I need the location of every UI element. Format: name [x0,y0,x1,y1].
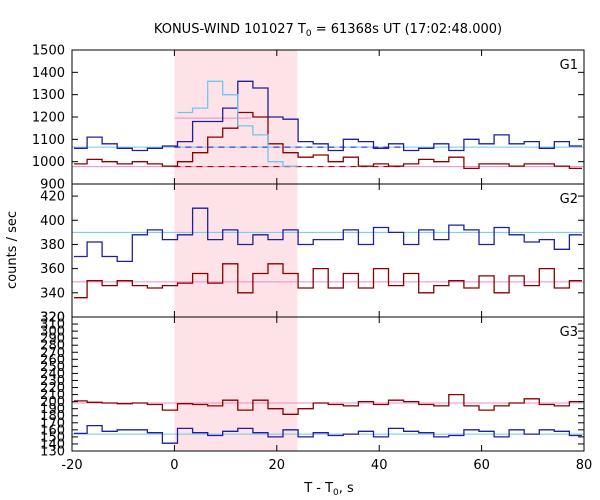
panel-frame-g2 [71,183,585,318]
ytick-label: 310 [40,318,65,333]
ytick-label: 250 [40,360,65,375]
ytick-label: 420 [40,190,65,205]
ytick-label: 240 [40,367,65,382]
ytick-label: 220 [40,381,65,396]
series-g1-blue [74,80,582,152]
xtick-label: 0 [170,458,178,473]
ytick-label: 140 [40,437,65,452]
ytick-label: 1000 [32,155,65,170]
ytick-label: 320 [40,311,65,326]
ytick-label: 1500 [32,44,65,59]
ytick-label: 1300 [32,88,65,103]
series-g2-red [74,263,582,299]
ytick-label: 290 [40,332,65,347]
y-axis-label: counts / sec [5,211,20,289]
ytick-label: 360 [40,262,65,277]
ytick-label: 180 [40,409,65,424]
ytick-label: 160 [40,423,65,438]
xtick-label: -20 [61,458,82,473]
series-g1-lightblue [177,80,299,167]
plot-area: 900100011001200130014001500G132034036038… [32,44,592,474]
series-g3-red [74,393,582,415]
ytick-label: 270 [40,346,65,361]
ytick-label: 400 [40,214,65,229]
ytick-label: 340 [40,286,65,301]
xtick-label: 20 [269,458,286,473]
xtick-label: 40 [371,458,388,473]
ytick-label: 200 [40,395,65,410]
ytick-label: 1400 [32,66,65,81]
series-g1-red [74,111,582,170]
panel-label-g2: G2 [560,192,578,207]
ytick-label: 380 [40,238,65,253]
ytick-label: 190 [40,402,65,417]
ytick-label: 230 [40,374,65,389]
panel-label-g1: G1 [560,58,578,73]
ytick-label: 280 [40,339,65,354]
series-g2-blue [74,207,582,263]
ytick-label: 210 [40,388,65,403]
series-g3-blue [74,424,582,444]
ytick-label: 130 [40,445,65,460]
ytick-label: 260 [40,353,65,368]
panel-label-g3: G3 [560,325,578,340]
ytick-label: 320 [40,311,65,326]
ytick-label: 170 [40,416,65,431]
ytick-label: 900 [40,178,65,193]
xtick-label: 60 [473,458,490,473]
ytick-label: 300 [40,325,65,340]
ytick-label: 1100 [32,133,65,148]
ytick-label: 1200 [32,111,65,126]
x-axis-label: T - T0, s [303,481,354,498]
xtick-label: 80 [576,458,593,473]
ytick-label: 150 [40,430,65,445]
panel-frame-g3 [71,316,585,452]
chart-title: KONUS-WIND 101027 T0 = 61368s UT (17:02:… [154,22,502,39]
